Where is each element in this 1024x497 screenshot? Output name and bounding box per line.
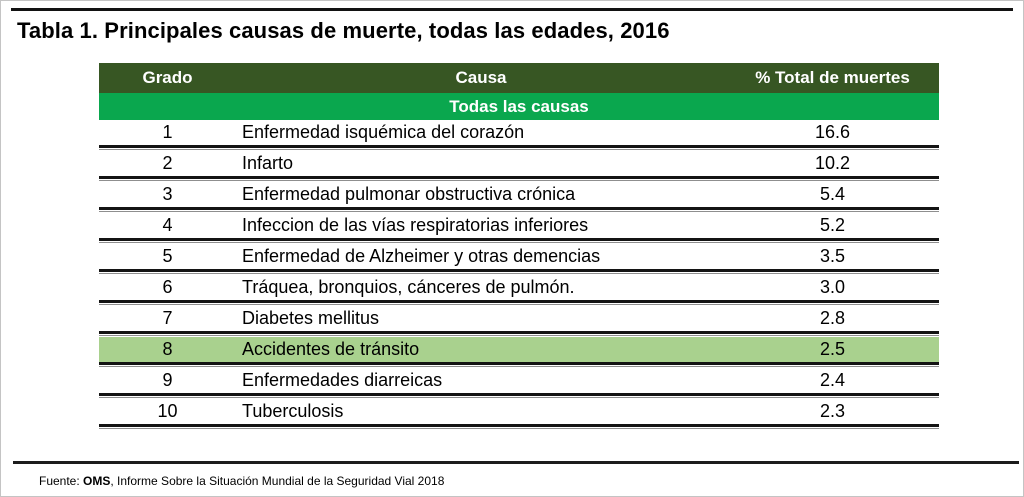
rank-cell: 5 [162, 246, 173, 266]
row-divider [99, 238, 939, 244]
table-row: 4 Infeccion de las vías respiratorias in… [99, 213, 939, 238]
source-prefix: Fuente: [39, 474, 84, 488]
row-divider [99, 424, 939, 430]
pct-cell: 5.4 [819, 184, 846, 204]
col-header-pct-total: % Total de muertes [755, 68, 910, 87]
cause-cell: Enfermedad pulmonar obstructiva crónica [242, 184, 576, 204]
row-divider [99, 331, 939, 337]
pct-cell: 3.0 [819, 277, 846, 297]
pct-cell: 2.4 [819, 370, 846, 390]
rank-cell: 8 [162, 339, 173, 359]
pct-cell: 3.5 [819, 246, 846, 266]
rank-cell: 6 [162, 277, 173, 297]
pct-cell: 10.2 [814, 153, 851, 173]
row-divider [99, 207, 939, 213]
table-row: 6 Tráquea, bronquios, cánceres de pulmón… [99, 275, 939, 300]
rank-cell: 7 [162, 308, 173, 328]
row-divider [99, 176, 939, 182]
source-org: OMS [83, 474, 111, 488]
table-row: 3 Enfermedad pulmonar obstructiva crónic… [99, 182, 939, 207]
table-row: 9 Enfermedades diarreicas 2.4 [99, 368, 939, 393]
table-row: 1 Enfermedad isquémica del corazón 16.6 [99, 120, 939, 145]
cause-cell: Tuberculosis [242, 401, 344, 421]
cause-cell: Infeccion de las vías respiratorias infe… [242, 215, 589, 235]
table-header-row: Grado Causa % Total de muertes [99, 63, 939, 93]
rank-cell: 9 [162, 370, 173, 390]
rank-cell: 2 [162, 153, 173, 173]
source-note: Fuente: OMS, Informe Sobre la Situación … [39, 474, 444, 488]
causes-of-death-table: Grado Causa % Total de muertes Todas las… [99, 63, 939, 430]
cause-cell: Tráquea, bronquios, cánceres de pulmón. [242, 277, 575, 297]
rank-cell: 1 [162, 122, 173, 142]
pct-cell: 2.5 [819, 339, 846, 359]
table-row: 10 Tuberculosis 2.3 [99, 399, 939, 424]
col-header-causa: Causa [455, 68, 507, 87]
cause-cell: Enfermedad isquémica del corazón [242, 122, 525, 142]
cause-cell: Enfermedades diarreicas [242, 370, 443, 390]
source-rest: , Informe Sobre la Situación Mundial de … [110, 474, 445, 488]
row-divider [99, 145, 939, 151]
table-row: 5 Enfermedad de Alzheimer y otras demenc… [99, 244, 939, 269]
row-divider [99, 269, 939, 275]
cause-cell: Enfermedad de Alzheimer y otras demencia… [242, 246, 601, 266]
rank-cell: 10 [157, 401, 178, 421]
row-divider [99, 393, 939, 399]
table-row: 7 Diabetes mellitus 2.8 [99, 306, 939, 331]
cause-cell: Accidentes de tránsito [242, 339, 420, 359]
table-title: Tabla 1. Principales causas de muerte, t… [17, 18, 670, 43]
bottom-rule [13, 461, 1019, 464]
table-row-highlighted: 8 Accidentes de tránsito 2.5 [99, 337, 939, 362]
cause-cell: Diabetes mellitus [242, 308, 380, 328]
pct-cell: 2.8 [819, 308, 846, 328]
row-divider [99, 300, 939, 306]
row-divider [99, 362, 939, 368]
rank-cell: 3 [162, 184, 173, 204]
pct-cell: 16.6 [814, 122, 851, 142]
subheader-todas-las-causas: Todas las causas [99, 93, 939, 120]
top-rule [11, 8, 1013, 11]
cause-cell: Infarto [242, 153, 294, 173]
rank-cell: 4 [162, 215, 173, 235]
table-row: 2 Infarto 10.2 [99, 151, 939, 176]
col-header-grado: Grado [142, 68, 193, 87]
pct-cell: 2.3 [819, 401, 846, 421]
pct-cell: 5.2 [819, 215, 846, 235]
